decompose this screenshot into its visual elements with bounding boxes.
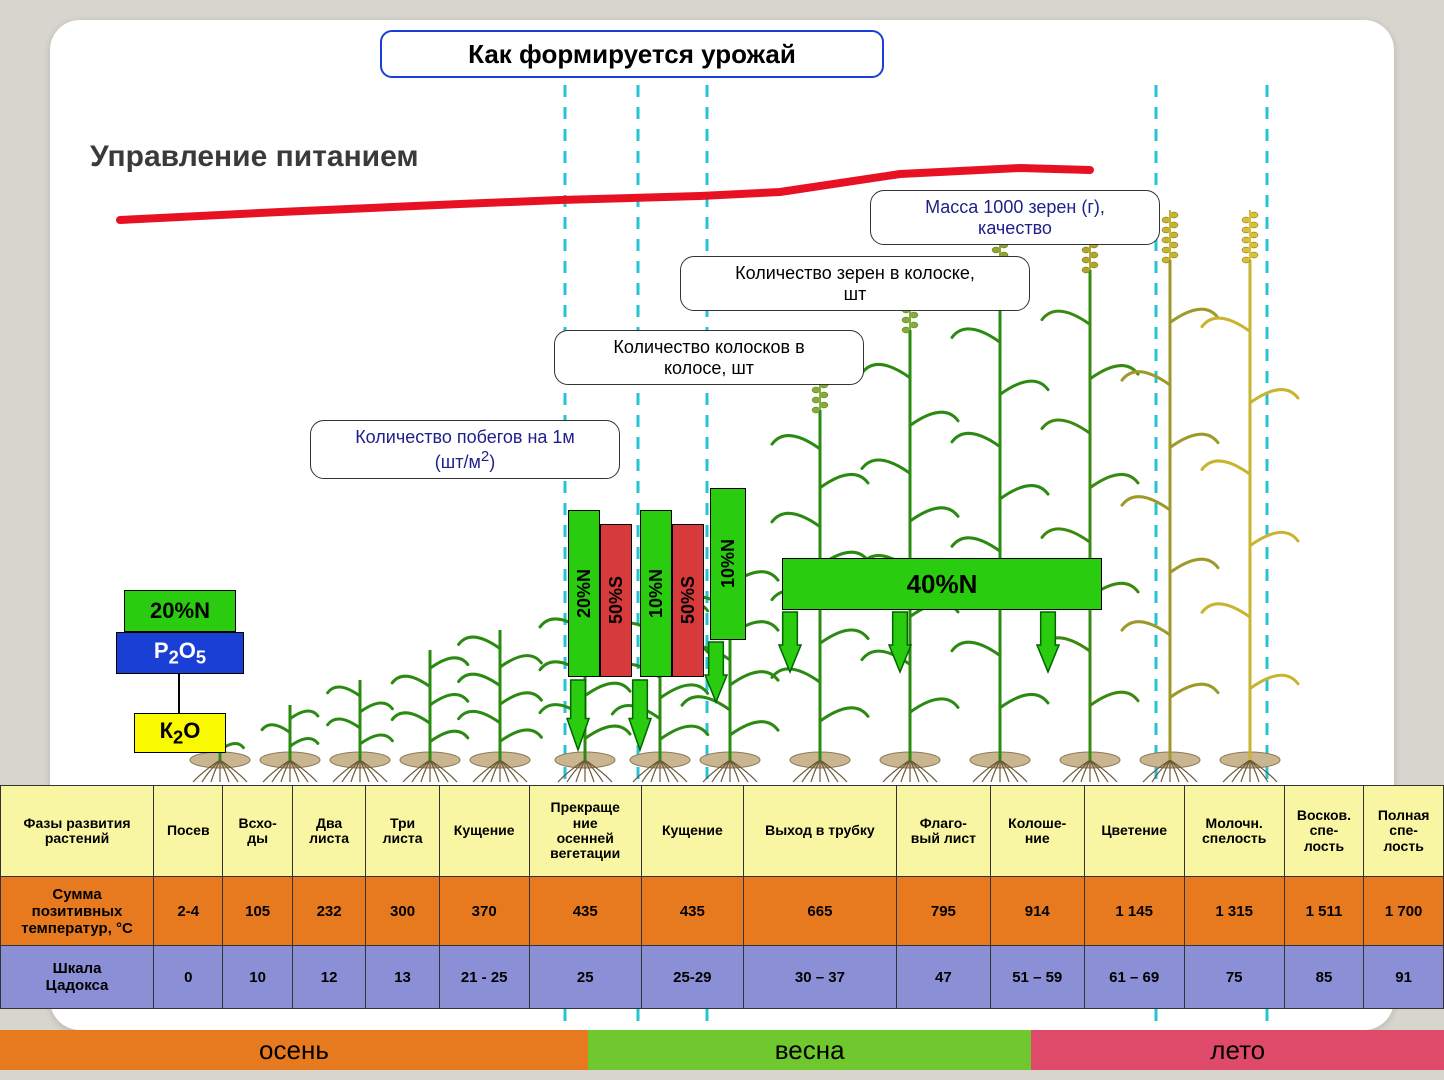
cell-0-9: 914 (990, 877, 1084, 946)
cell-0-11: 1 315 (1184, 877, 1284, 946)
nutrient-50%S: 50%S (600, 524, 632, 677)
phase-header-11: Цветение (1084, 786, 1184, 877)
cell-1-1: 10 (223, 946, 292, 1009)
seasons-strip: осеньвесналето (0, 1030, 1444, 1070)
cell-1-0: 0 (154, 946, 223, 1009)
phase-header-3: Двалиста (292, 786, 365, 877)
phase-header-0: Фазы развития растений (1, 786, 154, 877)
cell-1-11: 75 (1184, 946, 1284, 1009)
cell-1-5: 25 (529, 946, 641, 1009)
phase-header-8: Выход в трубку (743, 786, 896, 877)
title-text: Как формируется урожай (468, 39, 796, 70)
cell-0-6: 435 (641, 877, 743, 946)
cell-1-3: 13 (366, 946, 439, 1009)
page: Как формируется урожай Управление питани… (0, 0, 1444, 1080)
row-header-0: Суммапозитивныхтемператур, °С (1, 877, 154, 946)
phase-header-13: Восков.спе-лость (1284, 786, 1364, 877)
nutrient-50%S: 50%S (672, 524, 704, 677)
cell-1-9: 51 – 59 (990, 946, 1084, 1009)
phase-header-10: Колоше-ние (990, 786, 1084, 877)
cell-1-4: 21 - 25 (439, 946, 529, 1009)
cell-1-7: 30 – 37 (743, 946, 896, 1009)
cell-0-10: 1 145 (1084, 877, 1184, 946)
nutrient-: К2О (134, 713, 226, 753)
cell-0-12: 1 511 (1284, 877, 1364, 946)
cell-1-13: 91 (1364, 946, 1444, 1009)
nutrient-10%N: 10%N (640, 510, 672, 677)
stage-table: Фазы развития растенийПосевВсхо-дыДвалис… (0, 785, 1444, 1009)
cell-1-2: 12 (292, 946, 365, 1009)
cell-0-3: 300 (366, 877, 439, 946)
row-header-1: ШкалаЦадокса (1, 946, 154, 1009)
phase-header-1: Посев (154, 786, 223, 877)
bubble-mass: Масса 1000 зерен (г),качество (870, 190, 1160, 245)
bubble-grains: Количество зерен в колоске,шт (680, 256, 1030, 311)
phase-header-6: Прекращениеосеннейвегетации (529, 786, 641, 877)
cell-1-8: 47 (896, 946, 990, 1009)
nutrient-40%N: 40%N (782, 558, 1102, 610)
nutrient-20%N: 20%N (568, 510, 600, 677)
cell-0-7: 665 (743, 877, 896, 946)
cell-0-0: 2-4 (154, 877, 223, 946)
nutrient-20%N: 20%N (124, 590, 236, 632)
phase-header-14: Полнаяспе-лость (1364, 786, 1444, 877)
season-лето: лето (1031, 1030, 1444, 1070)
phase-header-4: Трилиста (366, 786, 439, 877)
title-box: Как формируется урожай (380, 30, 884, 78)
cell-1-12: 85 (1284, 946, 1364, 1009)
cell-0-2: 232 (292, 877, 365, 946)
subtitle: Управление питанием (90, 140, 419, 174)
cell-0-1: 105 (223, 877, 292, 946)
nutrient-10%N: 10%N (710, 488, 746, 640)
season-весна: весна (588, 1030, 1032, 1070)
phase-header-7: Кущение (641, 786, 743, 877)
cell-1-10: 61 – 69 (1084, 946, 1184, 1009)
cell-1-6: 25-29 (641, 946, 743, 1009)
cell-0-13: 1 700 (1364, 877, 1444, 946)
nutrient-PO: P2O5 (116, 632, 244, 674)
phase-header-9: Флаго-вый лист (896, 786, 990, 877)
phase-header-5: Кущение (439, 786, 529, 877)
cell-0-5: 435 (529, 877, 641, 946)
cell-0-4: 370 (439, 877, 529, 946)
cell-0-8: 795 (896, 877, 990, 946)
bubble-spikelets: Количество колосков вколосе, шт (554, 330, 864, 385)
phase-header-12: Молочн.спелость (1184, 786, 1284, 877)
season-осень: осень (0, 1030, 588, 1070)
bubble-shoots: Количество побегов на 1м(шт/м2) (310, 420, 620, 479)
phase-header-2: Всхо-ды (223, 786, 292, 877)
